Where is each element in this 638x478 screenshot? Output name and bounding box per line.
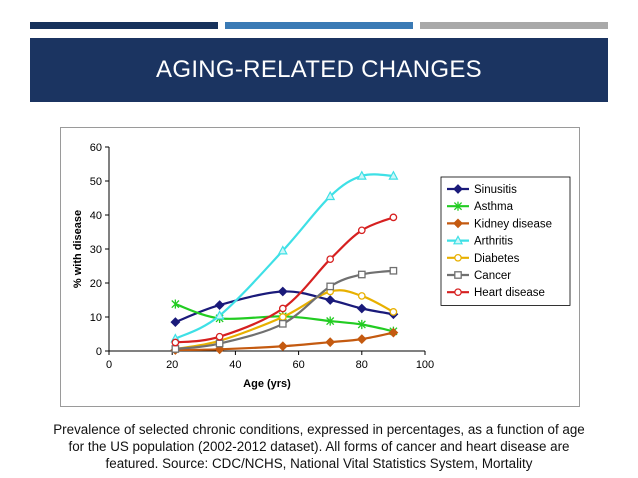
data-point-sinusitis [214,300,225,311]
data-point-heart-disease [357,226,366,235]
data-point-heart-disease [215,332,224,341]
legend-marker-cancer [454,271,462,279]
series-line-asthma [175,303,394,333]
legend-marker-asthma [453,201,463,211]
x-tick-label: 60 [292,359,304,371]
y-axis-label: % with disease [72,210,84,288]
line-chart: 0 10 20 30 40 50 60 0 20 40 60 80 100 Age (yrs) % with… [72,142,571,390]
data-point-asthma [357,319,366,330]
slide-title: AGING-RELATED CHANGES [156,56,482,83]
data-point-arthritis [388,170,399,180]
data-point-asthma [171,299,180,309]
y-tick-label: 0 [96,346,102,358]
data-point-heart-disease [171,338,180,347]
legend-label-cancer: Cancer [474,270,511,282]
data-point-cancer [215,339,224,348]
data-point-cancer [326,282,335,291]
slide-caption: Prevalence of selected chronic condition… [0,421,638,472]
legend-marker-sinusitis [453,184,463,194]
x-tick-label: 80 [356,359,368,371]
data-point-diabetes [278,313,287,321]
x-axis-label: Age (yrs) [243,378,291,390]
data-point-diabetes [389,308,398,316]
data-point-cancer [278,319,287,328]
accent-bar-navy [30,22,218,29]
data-point-arthritis [325,190,336,201]
data-point-sinusitis [170,317,181,328]
data-point-cancer [357,270,366,279]
caption-line-1: Prevalence of selected chronic condition… [53,422,585,437]
accent-bar-gray [420,22,608,29]
legend-label-kidney-disease: Kidney disease [474,218,552,230]
legend-label-heart-disease: Heart disease [474,287,545,299]
y-tick-label: 20 [90,278,102,290]
accent-bars [30,22,608,29]
legend-label-asthma: Asthma [474,201,514,213]
legend-label-arthritis: Arthritis [474,236,513,248]
accent-bar-blue [225,22,413,29]
data-point-diabetes [357,292,366,300]
slide-title-band: AGING-RELATED CHANGES [30,38,608,102]
data-point-kidney-disease [388,327,399,338]
data-point-sinusitis [356,303,367,314]
data-point-heart-disease [278,304,287,313]
y-tick-label: 30 [90,244,102,256]
y-tick-label: 40 [90,210,102,222]
data-point-arthritis [277,245,288,255]
data-point-kidney-disease [277,341,288,352]
data-point-sinusitis [277,286,288,297]
x-tick-label: 40 [229,359,241,371]
x-tick-label: 0 [106,359,112,371]
data-point-kidney-disease [356,334,367,345]
data-point-sinusitis [325,295,336,305]
legend-label-sinusitis: Sinusitis [474,184,517,196]
data-point-arthritis [214,310,225,320]
data-point-heart-disease [389,213,398,222]
chart-frame: 0 10 20 30 40 50 60 0 20 40 60 80 100 Age (yrs) % with… [60,127,580,407]
x-tick-label: 20 [166,359,178,371]
legend-marker-kidney-disease [453,218,463,229]
data-point-asthma [326,316,335,326]
data-point-cancer [171,345,180,353]
data-point-cancer [389,266,398,275]
legend-marker-heart-disease [454,288,462,297]
caption-line-2: for the US population (2002-2012 dataset… [68,439,570,454]
data-point-kidney-disease [325,337,336,348]
y-tick-label: 60 [90,142,102,154]
data-point-arthritis [356,170,367,180]
legend-marker-arthritis [452,235,464,245]
y-tick-label: 50 [90,176,102,188]
data-point-heart-disease [326,255,335,264]
legend-marker-diabetes [454,253,462,262]
y-tick-label: 10 [90,312,102,324]
caption-line-3: featured. Source: CDC/NCHS, National Vit… [105,456,533,471]
x-tick-label: 100 [416,359,434,371]
legend-label-diabetes: Diabetes [474,253,520,265]
